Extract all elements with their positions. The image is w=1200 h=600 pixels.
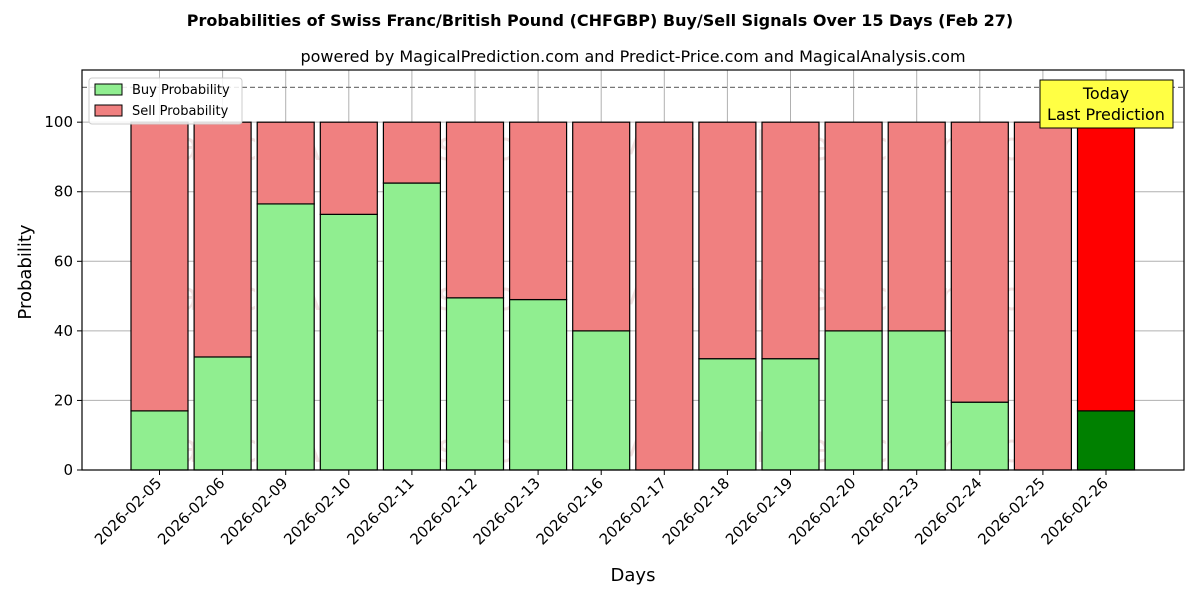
buy-bar <box>193 356 252 471</box>
x-tick-label: 2026-02-17 <box>596 474 670 548</box>
sell-bar <box>887 121 946 332</box>
x-tick-label: 2026-02-11 <box>343 474 417 548</box>
buy-bar <box>824 330 883 471</box>
buy-bar <box>1076 410 1136 471</box>
sell-bar <box>1076 121 1136 412</box>
legend-box <box>88 77 243 125</box>
sell-bar <box>445 121 505 299</box>
today-annotation: Today Last Prediction <box>1039 79 1174 129</box>
chart-title: Probabilities of Swiss Franc/British Pou… <box>187 11 1013 30</box>
buy-bar <box>382 182 441 471</box>
legend-swatch <box>94 83 123 96</box>
sell-bar <box>950 121 1009 403</box>
x-tick-label: 2026-02-10 <box>280 474 354 548</box>
legend-label: Buy Probability <box>132 83 230 98</box>
x-tick-label: 2026-02-23 <box>848 474 922 548</box>
y-tick-label: 0 <box>63 461 73 479</box>
sell-bar <box>698 121 757 360</box>
buy-bar <box>887 330 946 471</box>
sell-bar <box>824 121 883 332</box>
plot-frame <box>81 69 1185 471</box>
x-tick-label: 2026-02-05 <box>91 474 165 548</box>
x-tick-label: 2026-02-16 <box>533 474 607 548</box>
x-tick-label: 2026-02-12 <box>406 474 480 548</box>
x-axis-label: Days <box>611 565 656 586</box>
sell-bar <box>761 121 820 360</box>
x-tick-label: 2026-02-13 <box>470 474 544 548</box>
chart-subtitle: powered by MagicalPrediction.com and Pre… <box>300 47 965 66</box>
sell-bar <box>193 121 252 358</box>
buy-bar <box>950 401 1009 471</box>
x-tick-label: 2026-02-06 <box>154 474 228 548</box>
buy-bar <box>256 203 315 471</box>
sell-bar <box>509 121 568 301</box>
buy-bar <box>130 410 189 471</box>
sell-bar <box>382 121 441 184</box>
x-tick-label: 2026-02-20 <box>785 474 859 548</box>
legend-swatch <box>94 104 123 117</box>
bars-layer <box>82 86 1184 471</box>
x-tick-label: 2026-02-26 <box>1037 474 1111 548</box>
buy-bar <box>319 213 378 471</box>
x-tick-label: 2026-02-18 <box>659 474 733 548</box>
sell-bar <box>635 121 694 471</box>
sell-bar <box>572 121 631 332</box>
buy-bar <box>509 298 568 471</box>
legend: Buy Probability Sell Probability <box>88 77 243 125</box>
buy-bar <box>698 358 757 471</box>
y-tick-label: 80 <box>54 183 73 201</box>
buy-bar <box>445 297 505 471</box>
x-tick-label: 2026-02-09 <box>217 474 291 548</box>
y-tick-label: 20 <box>54 391 73 409</box>
annotation-text: Today <box>1082 84 1129 103</box>
sell-bar <box>1013 121 1073 471</box>
sell-bar <box>130 121 189 412</box>
y-axis-label: Probability <box>15 224 36 319</box>
sell-bar <box>256 121 315 205</box>
y-tick-label: 40 <box>54 322 73 340</box>
y-tick-label: 100 <box>44 113 73 131</box>
annotation-box <box>1039 79 1174 129</box>
buy-bar <box>761 358 820 471</box>
x-tick-label: 2026-02-25 <box>974 474 1048 548</box>
sell-bar <box>319 121 378 215</box>
x-tick-label: 2026-02-24 <box>911 474 985 548</box>
y-tick-label: 60 <box>54 252 73 270</box>
legend-label: Sell Probability <box>132 104 229 119</box>
x-tick-label: 2026-02-19 <box>722 474 796 548</box>
annotation-text: Last Prediction <box>1047 105 1165 124</box>
buy-bar <box>572 330 631 471</box>
